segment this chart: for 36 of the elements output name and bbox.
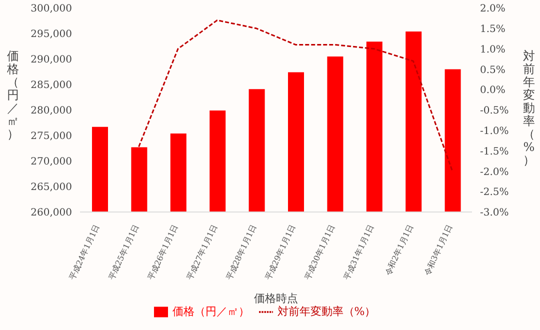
y-tick-label: 295,000 <box>30 29 72 40</box>
x-tick-label: 平成25年1月1日 <box>106 223 141 282</box>
y-tick-label: 270,000 <box>30 156 72 168</box>
text: 対前年変動率（%） <box>523 49 535 167</box>
y2-tick-label: 2.0% <box>480 4 506 15</box>
line-series <box>138 19 454 172</box>
y2-tick-label: -1.0% <box>480 126 509 137</box>
y2-tick-label: -2.5% <box>480 187 509 198</box>
y2-tick-label: 1.0% <box>480 44 506 56</box>
y-axis-title: 価格（円／㎡） <box>6 49 20 141</box>
y-tick-label: 285,000 <box>30 80 72 92</box>
y2-tick-label: 0.0% <box>480 85 506 96</box>
y2-tick-label: -1.5% <box>480 146 509 158</box>
x-tick-label: 平成29年1月1日 <box>264 223 298 282</box>
x-tick-label: 平成26年1月1日 <box>146 223 180 282</box>
y-tick-label: 265,000 <box>30 182 72 194</box>
y-tick-label: 275,000 <box>30 131 72 142</box>
y2-tick-label: -2.0% <box>480 166 509 178</box>
y2-tick-label: 1.5% <box>480 24 506 35</box>
x-tick-label: 令和2年1月1日 <box>383 223 416 277</box>
y2-tick-label: 0.5% <box>480 64 506 76</box>
y-tick-label: 260,000 <box>30 208 72 219</box>
x-tick-label: 平成27年1月1日 <box>185 223 220 282</box>
x-tick-label: 平成31年1月1日 <box>342 223 376 282</box>
x-axis-title: 価格時点 <box>254 292 298 305</box>
legend-label: 価格（円／㎡） <box>172 305 250 318</box>
y-tick-label: 280,000 <box>30 106 72 117</box>
x-tick-label: 平成24年1月1日 <box>68 223 102 282</box>
x-tick-label: 令和3年1月1日 <box>422 223 454 277</box>
x-tick-label: 平成28年1月1日 <box>224 223 258 282</box>
y2-tick-label: -0.5% <box>480 106 509 117</box>
legend-label: 対前年変動率（%） <box>277 305 376 318</box>
y2-tick-label: -3.0% <box>480 208 509 219</box>
x-tick-label: 平成30年1月1日 <box>302 223 337 282</box>
y-tick-label: 300,000 <box>30 4 72 15</box>
y-tick-label: 290,000 <box>30 54 72 66</box>
